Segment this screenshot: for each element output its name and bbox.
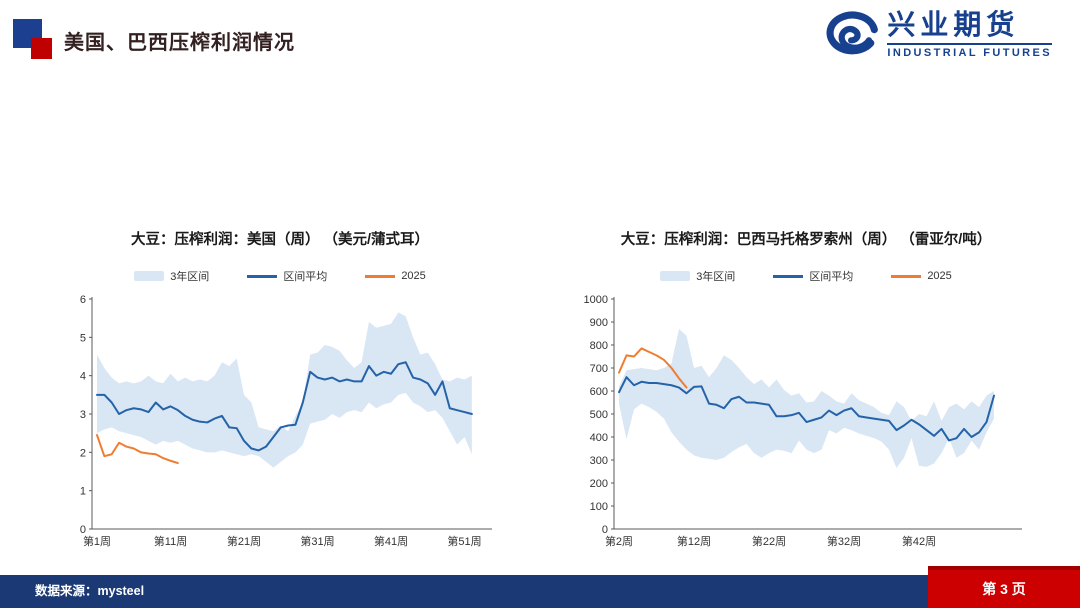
legend-label: 3年区间 [170, 271, 210, 283]
svg-text:1: 1 [80, 486, 86, 498]
legend-label: 2025 [401, 270, 426, 282]
svg-text:第1周: 第1周 [83, 534, 111, 548]
title-marker [13, 19, 55, 61]
legend-label: 区间平均 [809, 271, 854, 283]
footer-bar: 数据来源：mysteel [0, 575, 1080, 608]
us-chart-plot: 0 1 2 3 4 5 6 第1周 第11周 第21周 第31周 第41周 第51周 [80, 294, 492, 548]
mean-line-swatch-icon [247, 274, 278, 278]
svg-text:第22周: 第22周 [752, 534, 786, 548]
legend-item-mean: 区间平均 [247, 268, 327, 284]
legend-label: 2025 [927, 270, 952, 282]
chart-legend-brazil: 3年区间 区间平均 2025 [576, 269, 1036, 283]
legend-item-band: 3年区间 [660, 268, 735, 284]
red-square-icon [31, 38, 52, 59]
svg-text:第11周: 第11周 [154, 534, 187, 548]
legend-item-mean: 区间平均 [773, 268, 853, 284]
svg-text:300: 300 [590, 455, 608, 467]
svg-text:2: 2 [80, 447, 86, 459]
legend-label: 3年区间 [696, 271, 736, 283]
svg-text:800: 800 [590, 340, 608, 352]
svg-text:1000: 1000 [584, 294, 608, 306]
logo-name-en: INDUSTRIAL FUTURES [887, 43, 1052, 59]
svg-text:第31周: 第31周 [300, 534, 334, 548]
legend-item-band: 3年区间 [134, 268, 209, 284]
svg-text:第32周: 第32周 [827, 534, 861, 548]
svg-text:6: 6 [80, 294, 86, 306]
svg-text:700: 700 [590, 363, 608, 375]
svg-text:400: 400 [590, 432, 608, 444]
company-logo: 兴业期货 INDUSTRIAL FUTURES [825, 10, 1052, 60]
page-number-block: 第 3 页 [928, 566, 1080, 608]
chart-legend-us: 3年区间 区间平均 2025 [60, 269, 500, 283]
brazil-crush-margin-chart: 大豆：压榨利润：巴西马托格罗索州（周） （雷亚尔/吨） 3年区间 区间平均 20… [576, 222, 1036, 562]
svg-text:100: 100 [590, 501, 608, 513]
legend-label: 区间平均 [283, 271, 328, 283]
band-swatch-icon [660, 271, 691, 281]
svg-text:第21周: 第21周 [227, 534, 261, 548]
legend-item-2025: 2025 [365, 270, 426, 282]
svg-text:900: 900 [590, 317, 608, 329]
line-2025-swatch-icon [891, 274, 922, 278]
svg-text:0: 0 [602, 524, 608, 536]
chart-title-us: 大豆：压榨利润：美国（周） （美元/蒲式耳） [130, 232, 430, 248]
brazil-chart-plot: 0 100 200 300 400 500 600 700 800 900 1000 第2周 第12周 第… [584, 294, 1022, 548]
logo-name-cn: 兴业期货 [887, 10, 1020, 41]
mean-line-swatch-icon [773, 274, 804, 278]
svg-text:5: 5 [80, 332, 86, 344]
logo-text: 兴业期货 INDUSTRIAL FUTURES [887, 11, 1052, 59]
svg-text:200: 200 [590, 478, 608, 490]
data-source-label: 数据来源：mysteel [35, 584, 145, 598]
svg-text:600: 600 [590, 386, 608, 398]
chart-title-brazil: 大豆：压榨利润：巴西马托格罗索州（周） （雷亚尔/吨） [620, 232, 992, 248]
svg-text:第12周: 第12周 [677, 534, 711, 548]
band-swatch-icon [134, 271, 165, 281]
us-crush-margin-chart: 大豆：压榨利润：美国（周） （美元/蒲式耳） 3年区间 区间平均 2025 0 1… [60, 222, 500, 562]
swirl-logo-icon [826, 11, 879, 55]
svg-text:第41周: 第41周 [374, 534, 408, 548]
svg-text:4: 4 [80, 371, 86, 383]
svg-text:0: 0 [80, 524, 86, 536]
svg-text:500: 500 [590, 409, 608, 421]
svg-text:第51周: 第51周 [447, 534, 481, 548]
page-number-label: 第 3 页 [982, 581, 1026, 597]
svg-text:第2周: 第2周 [605, 534, 633, 548]
legend-item-2025: 2025 [891, 270, 952, 282]
svg-text:第42周: 第42周 [902, 534, 936, 548]
page-title: 美国、巴西压榨利润情况 [64, 32, 295, 54]
line-2025-swatch-icon [365, 274, 396, 278]
svg-text:3: 3 [80, 409, 86, 421]
